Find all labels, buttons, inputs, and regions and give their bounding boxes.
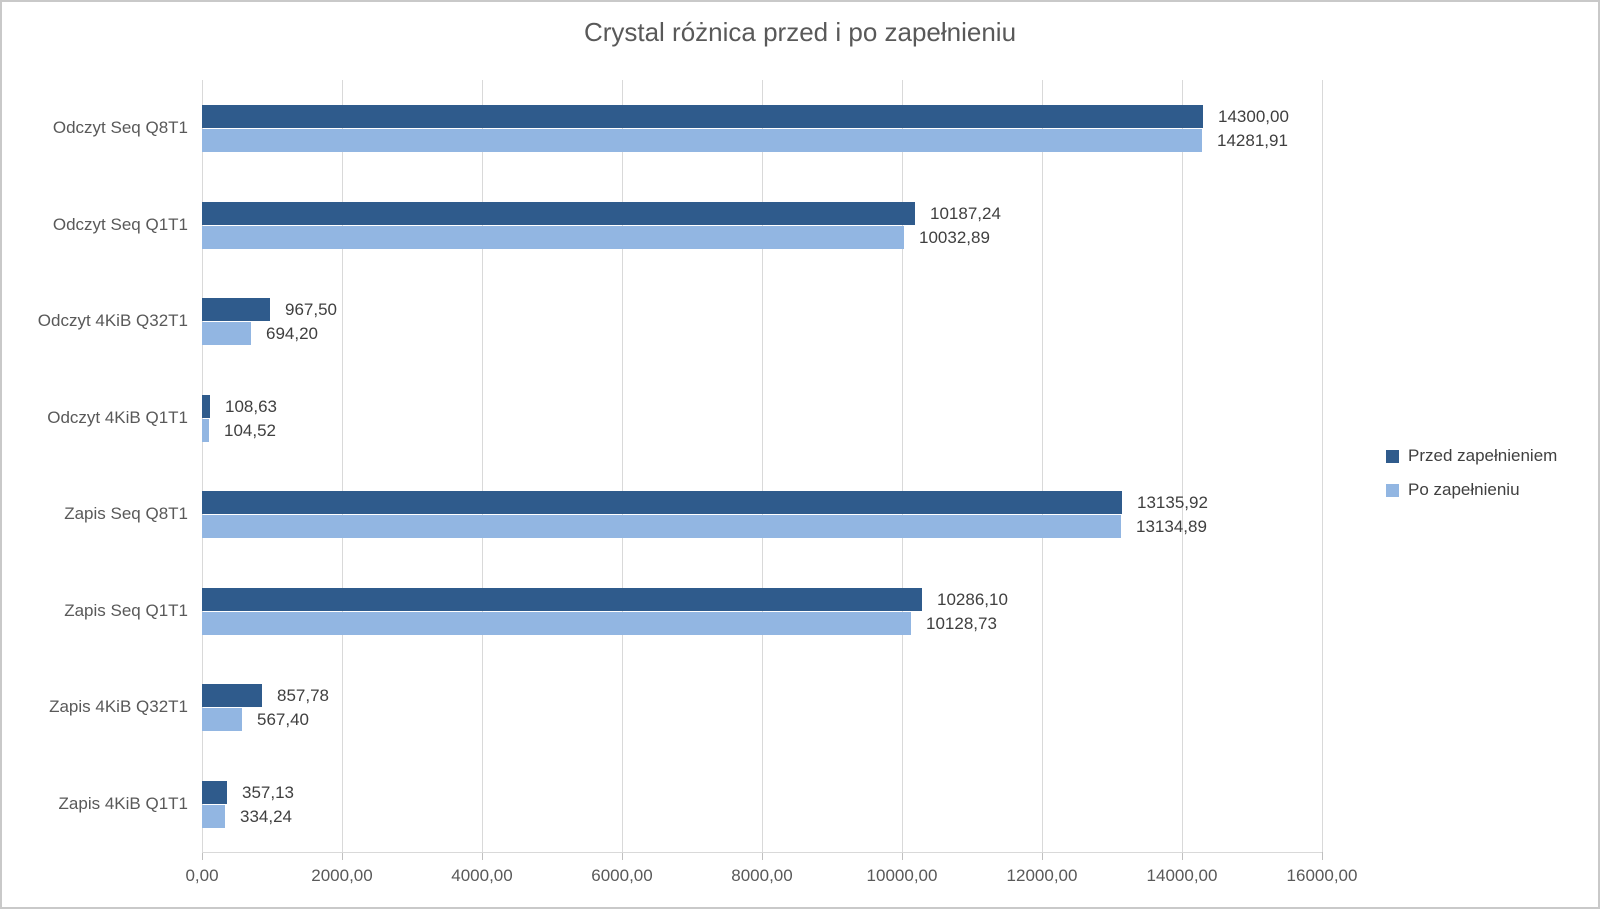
gridline	[622, 80, 623, 852]
value-label: 357,13	[242, 783, 294, 802]
value-label: 10286,10	[937, 590, 1008, 609]
bar-segment	[202, 298, 270, 321]
axis-tick	[1042, 852, 1043, 860]
axis-tick-label: 6000,00	[591, 866, 653, 885]
bar-segment	[202, 708, 242, 731]
value-label: 694,20	[266, 324, 318, 343]
gridline	[202, 80, 203, 852]
legend-label: Przed zapełnieniem	[1408, 446, 1558, 465]
bar-segment	[202, 781, 227, 804]
value-label: 13135,92	[1137, 493, 1208, 512]
value-label: 10032,89	[919, 228, 990, 247]
legend-swatch-icon	[1386, 483, 1399, 497]
axis-tick	[202, 852, 203, 860]
value-label: 10128,73	[926, 614, 997, 633]
bar-segment	[202, 202, 915, 225]
bar-segment	[202, 105, 1203, 128]
bar-segment	[202, 491, 1122, 514]
category-label: Zapis 4KiB Q1T1	[58, 794, 188, 813]
gridline	[762, 80, 763, 852]
bar-segment	[202, 805, 225, 828]
axis-tick-label: 10000,00	[866, 866, 938, 885]
value-label: 334,24	[240, 807, 292, 826]
legend-swatch-icon	[1386, 449, 1399, 463]
value-label: 967,50	[285, 300, 337, 319]
value-label: 108,63	[225, 397, 277, 416]
value-label: 104,52	[224, 421, 276, 440]
category-label: Zapis 4KiB Q32T1	[49, 697, 188, 716]
value-label: 13134,89	[1136, 517, 1207, 536]
chart-title: Crystal różnica przed i po zapełnieniu	[583, 17, 1017, 47]
gridline	[1322, 80, 1323, 852]
axis-tick	[1322, 852, 1323, 860]
gridline	[482, 80, 483, 852]
axis-tick-label: 16000,00	[1286, 866, 1358, 885]
axis-tick	[342, 852, 343, 860]
bar-segment	[202, 419, 209, 442]
axis-tick-label: 4000,00	[451, 866, 513, 885]
axis-tick	[482, 852, 483, 860]
bar-segment	[202, 322, 251, 345]
axis-tick-label: 0,00	[185, 866, 219, 885]
gridline	[342, 80, 343, 852]
legend-label: Po zapełnieniu	[1408, 480, 1520, 499]
axis-tick-label: 14000,00	[1146, 866, 1218, 885]
value-label: 14281,91	[1217, 131, 1288, 150]
axis-tick	[622, 852, 623, 860]
category-label: Zapis Seq Q1T1	[64, 601, 188, 620]
bar-segment	[202, 129, 1202, 152]
gridline	[1182, 80, 1183, 852]
value-label: 14300,00	[1218, 107, 1289, 126]
axis-tick-label: 12000,00	[1006, 866, 1078, 885]
legend-item: Po zapełnieniu	[1386, 480, 1557, 500]
legend-item: Przed zapełnieniem	[1386, 446, 1557, 466]
value-label: 10187,24	[930, 204, 1001, 223]
bar-segment	[202, 515, 1121, 538]
gridline	[902, 80, 903, 852]
bar-segment	[202, 226, 904, 249]
value-label: 857,78	[277, 686, 329, 705]
axis-tick-label: 2000,00	[311, 866, 373, 885]
category-label: Odczyt Seq Q1T1	[52, 215, 188, 234]
axis-tick	[902, 852, 903, 860]
bar-segment	[202, 612, 911, 635]
x-axis-line	[202, 852, 1322, 853]
axis-tick-label: 8000,00	[731, 866, 793, 885]
category-label: Odczyt 4KiB Q32T1	[37, 311, 188, 330]
bar-segment	[202, 395, 210, 418]
axis-tick	[1182, 852, 1183, 860]
value-label: 567,40	[257, 710, 309, 729]
legend: Przed zapełnieniem Po zapełnieniu	[1386, 446, 1557, 514]
axis-tick	[762, 852, 763, 860]
category-label: Odczyt Seq Q8T1	[52, 118, 188, 137]
bar-segment	[202, 588, 922, 611]
category-label: Zapis Seq Q8T1	[64, 504, 188, 523]
bar-segment	[202, 684, 262, 707]
gridline	[1042, 80, 1043, 852]
category-label: Odczyt 4KiB Q1T1	[47, 408, 188, 427]
